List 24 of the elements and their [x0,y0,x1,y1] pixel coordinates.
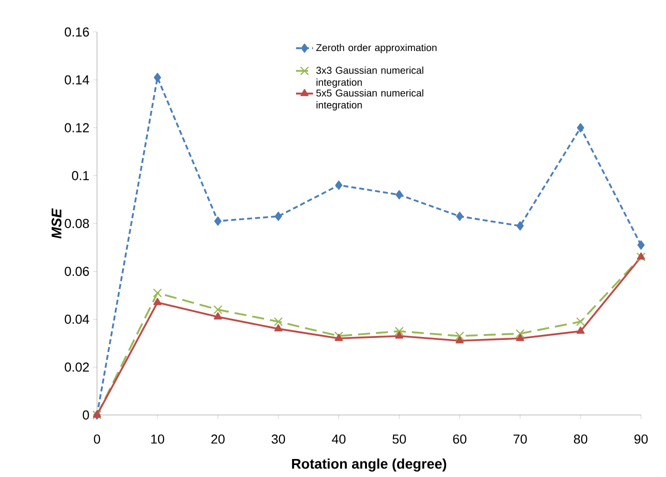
x-tick-label: 50 [392,434,406,444]
x-tick-label: 40 [332,434,346,444]
y-tick-label: 0.14 [64,75,90,84]
legend-label: 5x5 Gaussian numerical integration [316,89,424,110]
x-tick-label: 20 [211,434,225,444]
x-tick-label: 70 [514,434,527,444]
x-tick-label: 90 [634,434,648,444]
x-axis-title: Rotation angle (degree) [292,458,446,472]
x-tick-label: 10 [151,434,164,444]
legend-label: Zeroth order approximation [316,44,437,54]
x-tick-label: 60 [453,434,466,444]
x-tick-label: 0 [94,434,100,444]
y-tick-label: 0 [82,410,89,420]
legend-label: 3x3 Gaussian numerical integration [316,66,424,88]
y-axis-title: MSE [52,208,62,239]
y-tick-label: 0.06 [64,266,89,276]
x-tick-label: 30 [272,434,286,444]
y-tick-label: 0.1 [72,171,89,180]
y-tick-label: 0.08 [64,218,89,228]
x-tick-label: 80 [574,434,588,444]
y-tick-label: 0.16 [64,27,89,37]
y-tick-label: 0.02 [64,362,89,372]
y-tick-label: 0.12 [64,123,89,132]
y-tick-label: 0.04 [64,314,90,324]
